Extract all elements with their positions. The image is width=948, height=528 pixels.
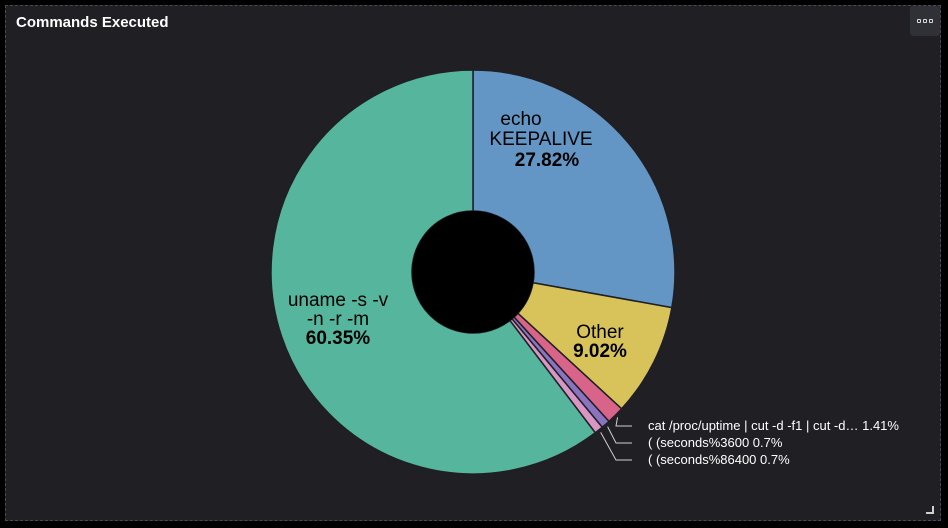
slice-outside-label: ( (seconds%86400 0.7% [648,452,790,467]
menu-dot [917,19,921,23]
label-leader-line [607,426,632,444]
slice-outside-label: cat /proc/uptime | cut -d -f1 | cut -d… … [648,418,899,433]
slice-percent-label: 27.82% [515,150,580,171]
ellipsis-icon[interactable] [910,6,940,36]
label-leader-line [615,417,632,427]
slice-name-label: Other [576,322,624,343]
slice-name-label: -n -r -m [307,309,369,330]
slice-name-label: echo [500,109,541,130]
menu-dot [923,19,927,23]
slice-name-label: uname -s -v [288,290,389,311]
slice-name-label: KEEPALIVE [489,129,592,150]
donut-hole [412,211,534,333]
label-leader-line [600,432,632,461]
panel-title: Commands Executed [16,14,169,31]
slice-percent-label: 60.35% [306,328,371,349]
slice-percent-label: 9.02% [573,341,627,362]
resize-corner-icon[interactable] [926,506,934,514]
menu-dot [929,19,933,23]
slice-outside-label: ( (seconds%3600 0.7% [648,435,783,450]
